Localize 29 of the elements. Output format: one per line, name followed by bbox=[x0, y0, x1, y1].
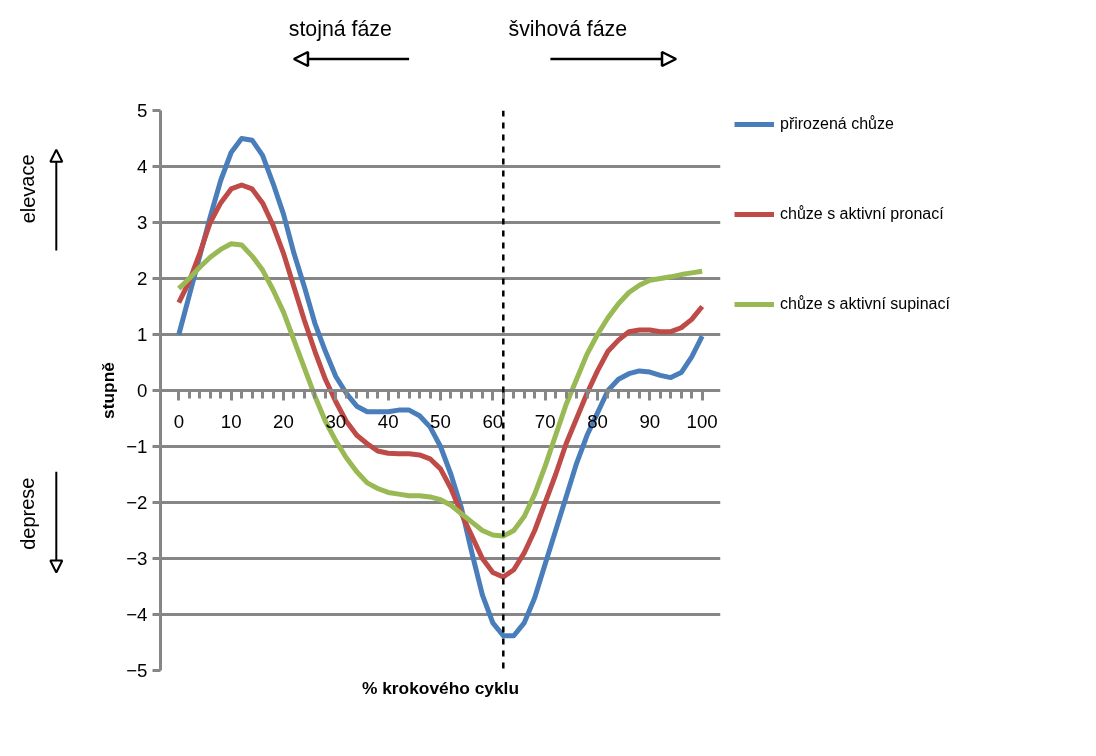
y-tick-label: 0 bbox=[137, 380, 148, 401]
x-tick-label: 50 bbox=[430, 410, 451, 432]
x-tick-label: 20 bbox=[273, 410, 294, 432]
x-tick-label: 40 bbox=[377, 410, 399, 432]
y-tick-label: −3 bbox=[126, 548, 148, 569]
y-tick-label: 5 bbox=[137, 100, 148, 121]
y-axis-title: stupně bbox=[98, 361, 119, 419]
y-tick-label: −5 bbox=[126, 660, 148, 681]
x-tick-label: 0 bbox=[173, 410, 185, 432]
y-tick-label: 4 bbox=[137, 156, 148, 177]
legend-label: přirozená chůze bbox=[780, 115, 894, 133]
x-tick-label: 60 bbox=[482, 410, 504, 432]
x-tick-label: 70 bbox=[534, 410, 556, 432]
text: elevace bbox=[16, 154, 39, 224]
x-axis-title: % krokového cyklu bbox=[362, 677, 519, 698]
text: švihová fáze bbox=[508, 17, 628, 41]
y-tick-label: −1 bbox=[126, 436, 148, 457]
x-tick-label: 10 bbox=[220, 410, 242, 432]
legend-label: chůze s aktivní pronací bbox=[780, 205, 944, 223]
y-tick-label: −2 bbox=[126, 492, 148, 513]
x-tick-label: 100 bbox=[686, 410, 718, 432]
y-tick-label: 2 bbox=[137, 268, 148, 289]
text: stojná fáze bbox=[288, 17, 392, 41]
y-tick-label: 1 bbox=[137, 324, 148, 345]
y-tick-label: −4 bbox=[126, 604, 148, 625]
x-tick-label: 90 bbox=[639, 410, 661, 432]
legend-label: chůze s aktivní supinací bbox=[780, 295, 950, 313]
text: deprese bbox=[16, 477, 39, 550]
y-tick-label: 3 bbox=[137, 212, 148, 233]
